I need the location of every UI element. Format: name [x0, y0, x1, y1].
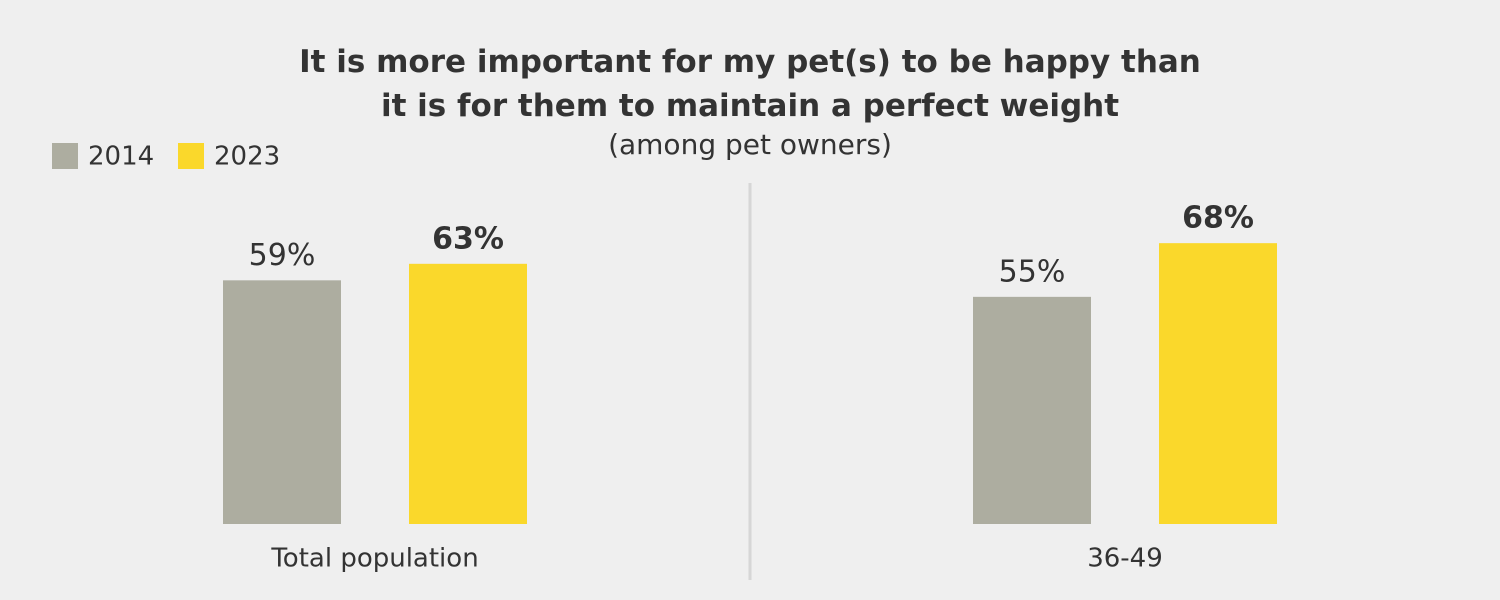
value-label: 55% — [999, 254, 1066, 289]
chart-subtitle: (among pet owners) — [608, 128, 892, 161]
x-tick-label: Total population — [270, 544, 478, 574]
legend-label: 2014 — [88, 142, 154, 172]
x-tick-label: 36-49 — [1087, 544, 1163, 574]
value-label: 68% — [1182, 201, 1254, 236]
bar — [409, 263, 527, 524]
legend-swatch — [52, 143, 78, 169]
value-label: 63% — [432, 221, 504, 256]
value-label: 59% — [249, 238, 316, 273]
bar — [223, 280, 341, 524]
bar — [973, 296, 1091, 524]
chart-title: It is more important for my pet(s) to be… — [299, 44, 1201, 124]
legend-swatch — [178, 143, 204, 169]
legend-label: 2023 — [214, 142, 280, 172]
bar — [1159, 243, 1277, 524]
